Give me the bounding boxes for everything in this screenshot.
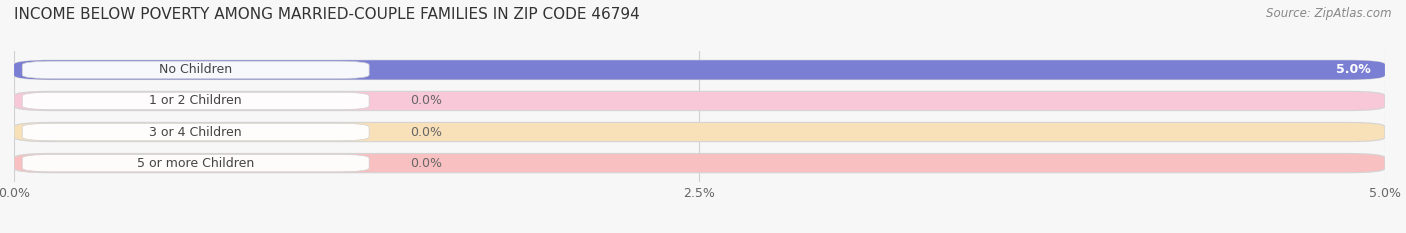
Text: Source: ZipAtlas.com: Source: ZipAtlas.com [1267, 7, 1392, 20]
Text: 5.0%: 5.0% [1337, 63, 1371, 76]
Text: 0.0%: 0.0% [411, 126, 443, 139]
FancyBboxPatch shape [14, 91, 1385, 111]
Text: 0.0%: 0.0% [411, 157, 443, 170]
FancyBboxPatch shape [14, 60, 1385, 79]
FancyBboxPatch shape [22, 92, 370, 110]
Text: 1 or 2 Children: 1 or 2 Children [149, 94, 242, 107]
FancyBboxPatch shape [14, 154, 1385, 173]
FancyBboxPatch shape [22, 61, 370, 79]
FancyBboxPatch shape [14, 60, 1385, 79]
Text: INCOME BELOW POVERTY AMONG MARRIED-COUPLE FAMILIES IN ZIP CODE 46794: INCOME BELOW POVERTY AMONG MARRIED-COUPL… [14, 7, 640, 22]
FancyBboxPatch shape [14, 122, 1385, 142]
Text: 3 or 4 Children: 3 or 4 Children [149, 126, 242, 139]
Text: 0.0%: 0.0% [411, 94, 443, 107]
Text: 5 or more Children: 5 or more Children [136, 157, 254, 170]
Text: No Children: No Children [159, 63, 232, 76]
FancyBboxPatch shape [22, 154, 370, 172]
FancyBboxPatch shape [22, 123, 370, 141]
